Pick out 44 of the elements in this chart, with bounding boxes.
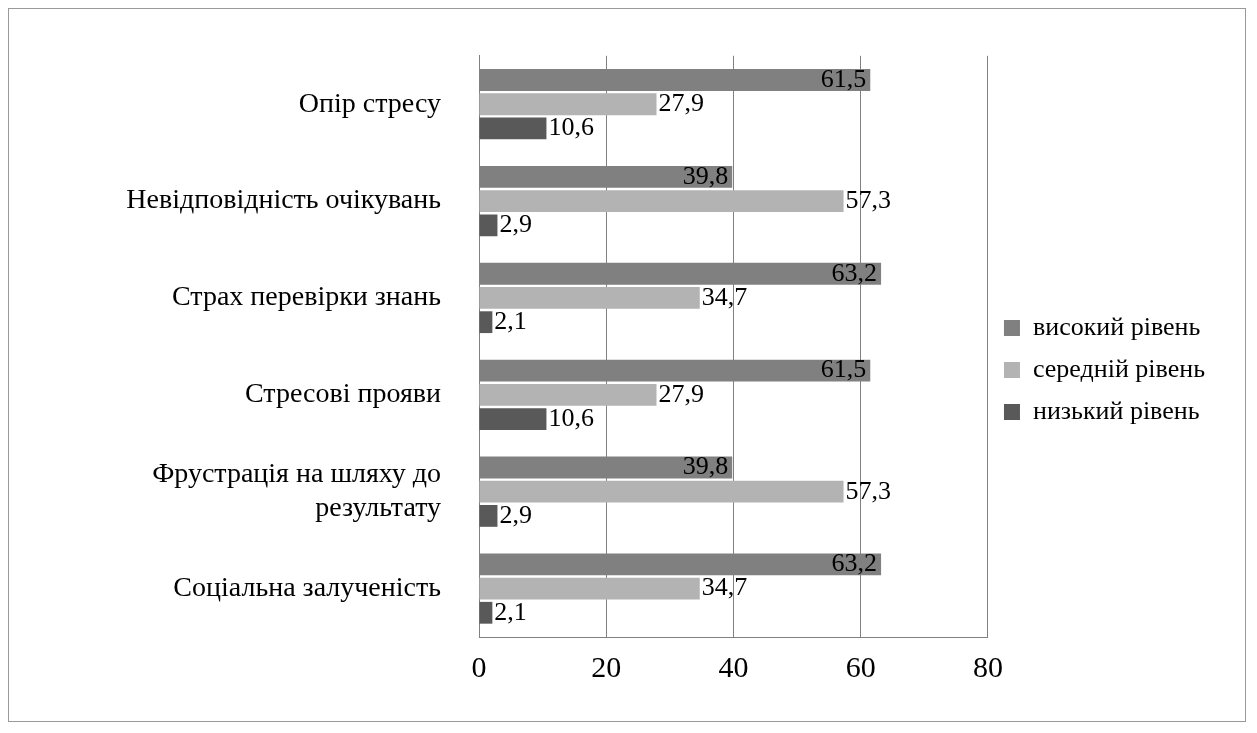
data-label: 57,3 (845, 184, 892, 214)
legend-label: низький рівень (1032, 395, 1200, 425)
data-label: 2,9 (499, 499, 532, 529)
bar (479, 214, 498, 237)
data-label: 2,1 (494, 306, 527, 336)
data-label: 57,3 (845, 475, 892, 505)
bar (479, 311, 493, 334)
bar (479, 117, 547, 140)
data-label: 27,9 (658, 378, 704, 408)
y-tick-label: Соціальна залученість (173, 570, 441, 602)
legend-label: високий рівень (1032, 311, 1201, 341)
bar (479, 93, 657, 116)
bar (479, 505, 498, 527)
data-label: 34,7 (701, 281, 748, 311)
data-label: 63,2 (831, 257, 878, 287)
x-tick-label: 60 (845, 649, 876, 683)
bar (479, 383, 657, 406)
y-tick-label: Фрустрація на шляху до результату (152, 457, 441, 522)
data-label: 61,5 (820, 354, 867, 384)
y-tick-label: Стресові прояви (245, 377, 441, 409)
data-label: 10,6 (548, 402, 594, 432)
data-label: 39,8 (682, 160, 729, 190)
bar (479, 287, 700, 309)
data-label: 39,8 (682, 451, 729, 481)
y-tick-label: Страх перевірки знань (172, 280, 441, 312)
data-label: 10,6 (548, 112, 594, 142)
y-tick-label: Невідповідність очікувань (126, 183, 441, 215)
y-tick-label: Опір стресу (298, 86, 441, 118)
x-tick-label: 40 (718, 649, 749, 683)
bar (479, 577, 700, 600)
bar (479, 190, 844, 212)
bar (479, 408, 547, 430)
x-tick-label: 20 (591, 649, 622, 683)
bar (479, 480, 844, 503)
bar (479, 601, 493, 624)
data-label: 2,9 (499, 209, 532, 239)
data-label: 27,9 (658, 88, 704, 118)
data-label: 34,7 (701, 572, 748, 602)
legend-label: середній рівень (1032, 353, 1206, 383)
x-tick-label: 0 (471, 649, 487, 683)
data-label: 63,2 (831, 548, 878, 578)
x-tick-label: 80 (972, 649, 1003, 683)
data-label: 61,5 (820, 63, 867, 93)
data-label: 2,1 (494, 596, 527, 626)
